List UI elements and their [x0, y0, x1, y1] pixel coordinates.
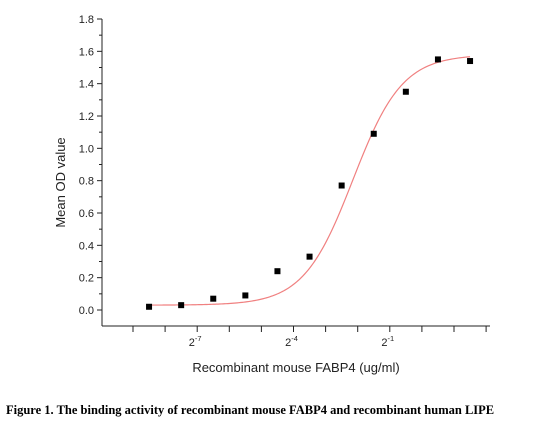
- data-point: [402, 88, 409, 95]
- data-point: [467, 58, 474, 65]
- x-tick-label: 2-7: [189, 334, 202, 349]
- data-point: [178, 302, 185, 309]
- data-point: [434, 56, 441, 63]
- data-point: [306, 253, 313, 260]
- y-tick-label: 0.8: [79, 176, 94, 188]
- data-point: [338, 182, 345, 189]
- data-points-layer: [146, 56, 474, 310]
- y-tick-label: 0.6: [79, 208, 94, 220]
- data-point: [274, 268, 281, 275]
- y-tick-label: 1.6: [79, 46, 94, 58]
- y-tick-label: 1.8: [79, 14, 94, 26]
- y-tick-label: 1.0: [79, 143, 94, 155]
- x-tick-label: 2-1: [381, 334, 394, 349]
- data-point: [242, 292, 249, 299]
- figure-caption: Figure 1. The binding activity of recomb…: [6, 403, 495, 417]
- y-tick-label: 1.4: [79, 79, 94, 91]
- data-point: [210, 295, 217, 302]
- x-tick-label: 2-4: [285, 334, 298, 349]
- axis-labels-layer: 0.0 0.2 0.4 0.6 0.8 1.0 1.2 1.4 1.6 1.8 2-7 2-4 2-1 R…: [53, 14, 400, 375]
- y-tick-label: 1.2: [79, 111, 94, 123]
- y-tick-label: 0.4: [79, 240, 94, 252]
- data-point: [146, 303, 153, 310]
- fit-curve-layer: [149, 56, 471, 306]
- x-axis-title: Recombinant mouse FABP4 (ug/ml): [192, 360, 399, 375]
- fit-curve: [149, 56, 471, 306]
- axes: [97, 18, 490, 332]
- y-tick-label: 0.0: [79, 305, 94, 317]
- y-axis-title: Mean OD value: [53, 137, 68, 227]
- data-point: [370, 130, 377, 137]
- y-tick-label: 0.2: [79, 273, 94, 285]
